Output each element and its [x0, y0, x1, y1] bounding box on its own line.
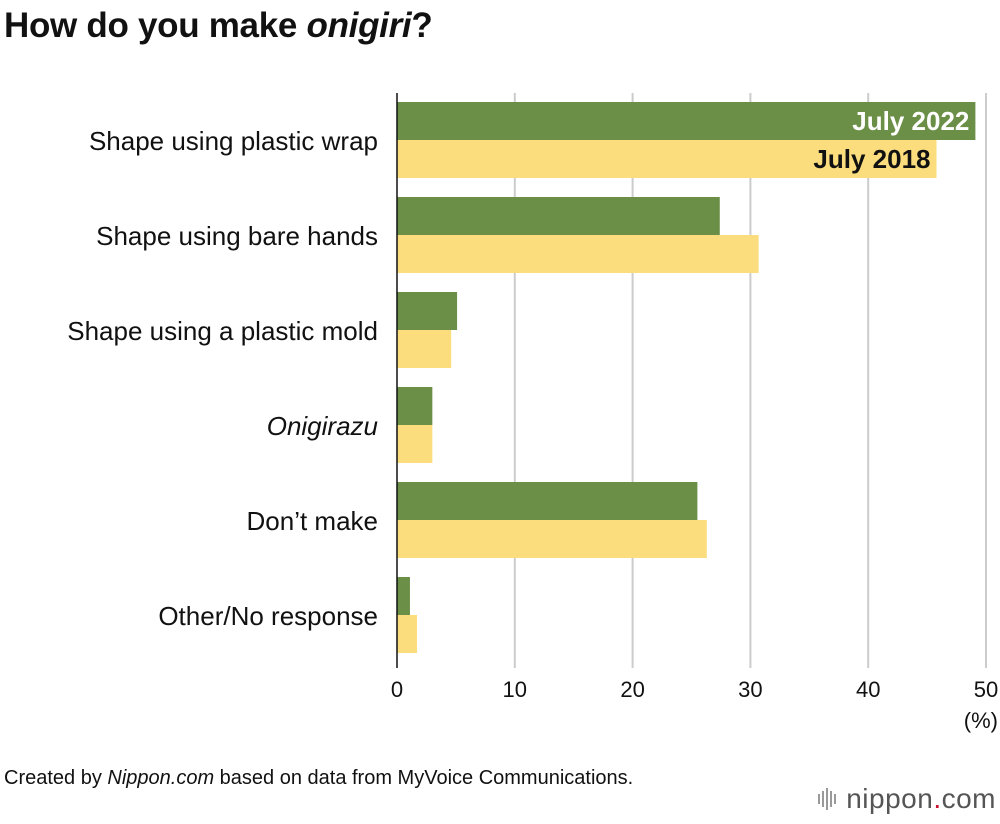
x-tick-label-0: 0	[391, 677, 403, 702]
category-labels: Shape using plastic wrap Shape using bare…	[67, 126, 378, 631]
footnote-italic: Nippon.com	[107, 767, 215, 789]
series-label-0: July 2022	[852, 106, 969, 136]
footnote-prefix: Created by	[4, 767, 108, 789]
bar-2022-0	[397, 102, 976, 140]
title-prefix: How do you make	[4, 6, 307, 45]
logo-dot: .	[933, 783, 942, 814]
chart-title: How do you make onigiri?	[4, 6, 433, 46]
logo-bars-icon	[818, 788, 838, 810]
bar-2018-5	[397, 615, 418, 653]
bar-2022-2	[397, 292, 458, 330]
footnote-suffix: based on data from MyVoice Communication…	[214, 767, 634, 789]
bar-2018-2	[397, 330, 452, 368]
series-label-1: July 2018	[813, 144, 930, 174]
category-label-0: Shape using plastic wrap	[89, 126, 378, 156]
bar-chart: Shape using plastic wrap Shape using bare…	[67, 93, 998, 733]
bars	[397, 102, 976, 653]
logo-name: nippon	[846, 783, 934, 814]
x-tick-label-30: 30	[738, 677, 762, 702]
category-label-5: Other/No response	[158, 601, 378, 631]
x-tick-label-50: 50	[974, 677, 998, 702]
x-tick-label-10: 10	[503, 677, 527, 702]
title-suffix: ?	[411, 6, 433, 45]
x-axis-unit-label: (%)	[964, 708, 998, 733]
title-italic: onigiri	[306, 6, 412, 45]
category-label-4: Don’t make	[247, 506, 379, 536]
x-tick-labels: 0 10 20 30 40 50	[391, 677, 998, 702]
gridlines	[513, 93, 987, 668]
bar-2022-5	[397, 577, 410, 615]
bar-2018-4	[397, 520, 707, 558]
series-labels: July 2022 July 2018	[813, 106, 969, 174]
bar-2022-1	[397, 197, 720, 235]
x-tick-label-40: 40	[856, 677, 880, 702]
source-note: Created by Nippon.com based on data from…	[4, 766, 644, 791]
bar-2018-1	[397, 235, 759, 273]
category-label-2: Shape using a plastic mold	[67, 316, 378, 346]
nippon-logo: nippon. com	[818, 783, 996, 815]
bar-2018-3	[397, 425, 433, 463]
category-label-3: Onigirazu	[267, 411, 378, 441]
bar-2018-0	[397, 140, 937, 178]
bar-2022-3	[397, 387, 433, 425]
logo-tld: com	[941, 783, 996, 814]
category-label-1: Shape using bare hands	[96, 221, 378, 251]
bar-2022-4	[397, 482, 698, 520]
x-tick-label-20: 20	[620, 677, 644, 702]
